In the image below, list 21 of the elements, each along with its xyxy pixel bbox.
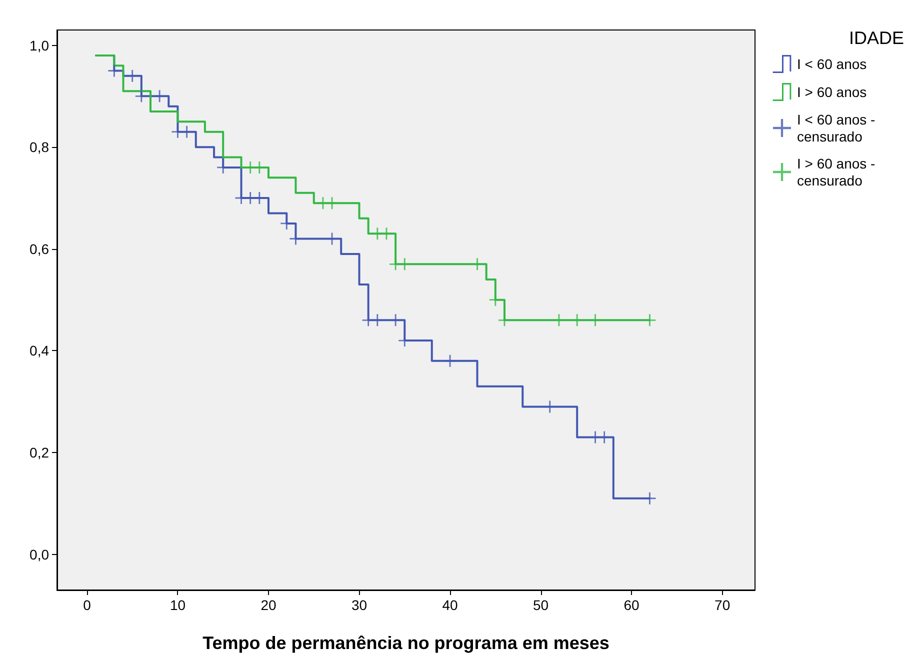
x-tick-label: 20: [260, 597, 276, 613]
point: [644, 492, 656, 504]
y-tick-label: 0,0: [30, 546, 50, 562]
x-tick-label: 40: [442, 597, 458, 613]
y-tick-label: 0,6: [30, 240, 50, 257]
x-tick-label: 0: [83, 597, 92, 613]
legend-label: I < 60 anos - censurado: [797, 112, 880, 144]
y-tick-label: 0,8: [30, 139, 50, 156]
legend-title: IDADE: [848, 28, 904, 48]
x-axis-title: Tempo de permanência no programa em meses: [202, 633, 610, 653]
x-tick-label: 50: [533, 597, 549, 613]
y-tick-label: 0,2: [30, 444, 50, 461]
x-tick-label: 30: [351, 597, 368, 613]
x-tick-label: 70: [714, 597, 730, 613]
x-tick-label: 10: [170, 597, 186, 613]
legend-label: I > 60 anos - censurado: [797, 156, 880, 188]
y-tick-label: 1,0: [30, 37, 50, 54]
y-tick-label: 0,4: [30, 342, 50, 359]
legend-label: I < 60 anos: [797, 56, 867, 72]
legend-label: I > 60 anos: [797, 84, 867, 100]
x-tick-label: 60: [624, 597, 640, 613]
